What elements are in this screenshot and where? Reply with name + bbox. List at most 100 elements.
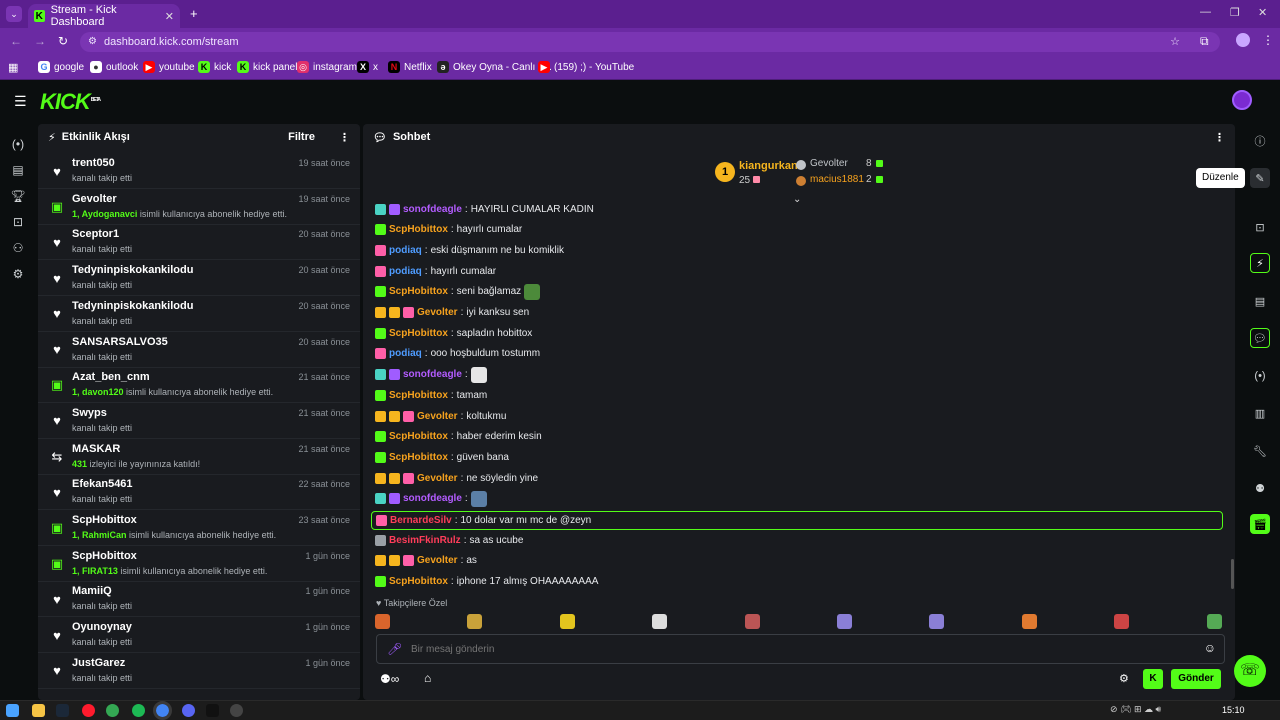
chat-username[interactable]: Gevolter <box>417 410 458 422</box>
chat-username[interactable]: Gevolter <box>417 555 458 567</box>
chat-message[interactable]: Gevolter: koltukmu <box>375 407 506 425</box>
activity-item[interactable]: ♥ Tedyninpiskokankilodu kanalı takip ett… <box>38 261 360 297</box>
chat-message[interactable]: ScpHobittox: seni bağlamaz <box>375 283 541 301</box>
activity-username[interactable]: Tedyninpiskokankilodu <box>72 264 194 277</box>
chat-username[interactable]: sonofdeagle <box>403 369 462 381</box>
chat-username[interactable]: ScpHobittox <box>389 576 448 588</box>
emote-button[interactable] <box>559 614 575 629</box>
bookmark-star-icon[interactable]: ☆ <box>1170 36 1180 48</box>
activity-username[interactable]: Azat_ben_cnm <box>72 371 150 384</box>
emote-button[interactable] <box>1021 614 1037 629</box>
activity-item[interactable]: ♥ MamiiQ kanalı takip etti 1 gün önce <box>38 582 360 618</box>
url-field[interactable]: ⚙ dashboard.kick.com/stream ☆ <box>80 32 1220 52</box>
extensions-icon[interactable]: ⧉ <box>1200 34 1209 48</box>
filter-button[interactable]: Filtre <box>288 131 315 143</box>
chat-message[interactable]: podiaq: ooo hoşbuldum tostumm <box>375 345 540 363</box>
clips-icon[interactable]: 🎬︎ <box>1250 514 1270 534</box>
activity-username[interactable]: MASKAR <box>72 442 121 455</box>
bookmark-youtube[interactable]: ▶ youtube <box>143 61 195 73</box>
new-tab-icon[interactable]: + <box>190 6 198 21</box>
activity-item[interactable]: ♥ Tedyninpiskokankilodu kanalı takip ett… <box>38 297 360 332</box>
chat-message[interactable]: BesimFkinRulz: sa as ucube <box>375 531 523 549</box>
activity-username[interactable]: Efekan5461 <box>72 478 133 491</box>
quick-actions-icon[interactable]: ⚡︎ <box>1250 253 1270 273</box>
chat-message[interactable]: ScpHobittox: haber ederim kesin <box>375 428 542 446</box>
chat-username[interactable]: Gevolter <box>417 472 458 484</box>
chat-toggle-icon[interactable]: 💬︎ <box>1250 328 1270 348</box>
activity-item[interactable]: ⇆ MASKAR 431 izleyici ile yayınınıza kat… <box>38 440 360 475</box>
chat-username[interactable]: ScpHobittox <box>389 451 448 463</box>
leader-3-name[interactable]: macius1881 <box>810 174 864 185</box>
system-tray-icons[interactable]: ⊘ 🎮︎ ⊞ ☁ 🔊︎ <box>1110 704 1162 714</box>
activity-username[interactable]: Gevolter <box>72 192 117 205</box>
profile-avatar[interactable] <box>1236 33 1250 47</box>
chat-message[interactable]: ScpHobittox: tamam <box>375 386 487 404</box>
forward-icon[interactable]: → <box>34 34 46 48</box>
chat-username[interactable]: ScpHobittox <box>389 327 448 339</box>
notes-icon[interactable]: ▤ <box>1254 295 1266 308</box>
activity-menu-icon[interactable]: ⋮ <box>339 131 350 144</box>
emote-button[interactable] <box>1206 614 1222 629</box>
user-avatar[interactable] <box>1232 90 1252 110</box>
edit-icon[interactable]: ✎ <box>1250 168 1270 188</box>
chat-message[interactable]: sonofdeagle: <box>375 490 487 508</box>
site-info-icon[interactable]: ⚙ <box>88 36 97 47</box>
chat-message[interactable]: Gevolter: iyi kanksu sen <box>375 304 529 322</box>
minimize-icon[interactable]: — <box>1200 6 1211 18</box>
store-icon[interactable]: ⌂ <box>424 671 432 685</box>
activity-username[interactable]: ScpHobittox <box>72 549 137 562</box>
window-close-icon[interactable]: ✕ <box>1258 7 1268 19</box>
activity-username[interactable]: Tedyninpiskokankilodu <box>72 299 194 312</box>
chrome-active-icon[interactable] <box>153 701 172 720</box>
chat-username[interactable]: BesimFkinRulz <box>389 534 461 546</box>
chat-username[interactable]: podiaq <box>389 348 422 360</box>
chat-scrollbar[interactable] <box>1231 559 1234 589</box>
camera-icon[interactable]: ⊡ <box>12 215 24 229</box>
trophy-icon[interactable]: 🏆︎ <box>10 189 26 203</box>
bookmark-instagram[interactable]: ◎ instagram <box>297 61 357 73</box>
reload-icon[interactable]: ↻ <box>58 34 69 48</box>
chat-username[interactable]: ScpHobittox <box>389 389 448 401</box>
chat-message[interactable]: ScpHobittox: güven bana <box>375 448 509 466</box>
browser-tab[interactable]: K Stream - Kick Dashboard ✕ <box>28 4 180 28</box>
kick-logo[interactable]: KICKBETA <box>40 89 101 114</box>
chat-username[interactable]: sonofdeagle <box>403 493 462 505</box>
bookmark-youtube-2[interactable]: ▶ (159) ;) - YouTube <box>538 61 634 73</box>
emote-button[interactable] <box>837 614 852 629</box>
activity-username[interactable]: JustGarez <box>72 656 126 669</box>
chat-username[interactable]: ScpHobittox <box>389 431 448 443</box>
integrations-icon[interactable]: ⚉ <box>1255 482 1265 495</box>
activity-item[interactable]: ▣ Gevolter 1, Aydoganavci isimli kullanı… <box>38 190 360 225</box>
chat-username[interactable]: Gevolter <box>417 307 458 318</box>
emote-button[interactable] <box>375 614 390 629</box>
info-icon[interactable]: ⓘ <box>1254 136 1266 148</box>
chat-message[interactable]: ScpHobittox: iphone 17 almış OHAAAAAAAA <box>375 573 598 591</box>
tab-search-icon[interactable]: ⌄ <box>6 6 22 22</box>
chat-username[interactable]: sonofdeagle <box>403 203 462 215</box>
activity-item[interactable]: ♥ Swyps kanalı takip etti 21 saat önce <box>38 404 360 439</box>
activity-item[interactable]: ♥ Sceptor1 kanalı takip etti 20 saat önc… <box>38 225 360 261</box>
capture-icon[interactable]: ⊡ <box>1255 221 1265 234</box>
opera-icon[interactable] <box>82 704 95 717</box>
send-button[interactable]: Gönder <box>1171 669 1221 689</box>
activity-item[interactable]: ♥ JustGarez kanalı takip etti 1 gün önce <box>38 654 360 689</box>
spotify-icon[interactable] <box>132 704 145 717</box>
steam-icon[interactable] <box>56 704 69 717</box>
activity-item[interactable]: ♥ Efekan5461 kanalı takip etti 22 saat ö… <box>38 475 360 511</box>
activity-username[interactable]: Sceptor1 <box>72 228 120 241</box>
stream-live-icon[interactable]: (•) <box>11 137 25 151</box>
chat-message[interactable]: BernardeSilv:10 dolar var mı mc de @zeyn <box>371 510 1223 530</box>
chat-username[interactable]: BernardeSilv <box>390 514 452 526</box>
support-chat-icon[interactable]: ☏ <box>1234 655 1266 687</box>
chat-username[interactable]: ScpHobittox <box>389 224 448 236</box>
leader-2-name[interactable]: Gevolter <box>810 158 848 169</box>
activity-username[interactable]: Swyps <box>72 406 107 419</box>
emote-button[interactable] <box>652 614 668 629</box>
chat-settings-icon[interactable]: ⚙ <box>1119 673 1129 685</box>
channel-points-icon[interactable]: ⚉∞ <box>380 672 400 686</box>
emote-button[interactable] <box>467 614 483 629</box>
activity-username[interactable]: trent050 <box>72 157 115 169</box>
